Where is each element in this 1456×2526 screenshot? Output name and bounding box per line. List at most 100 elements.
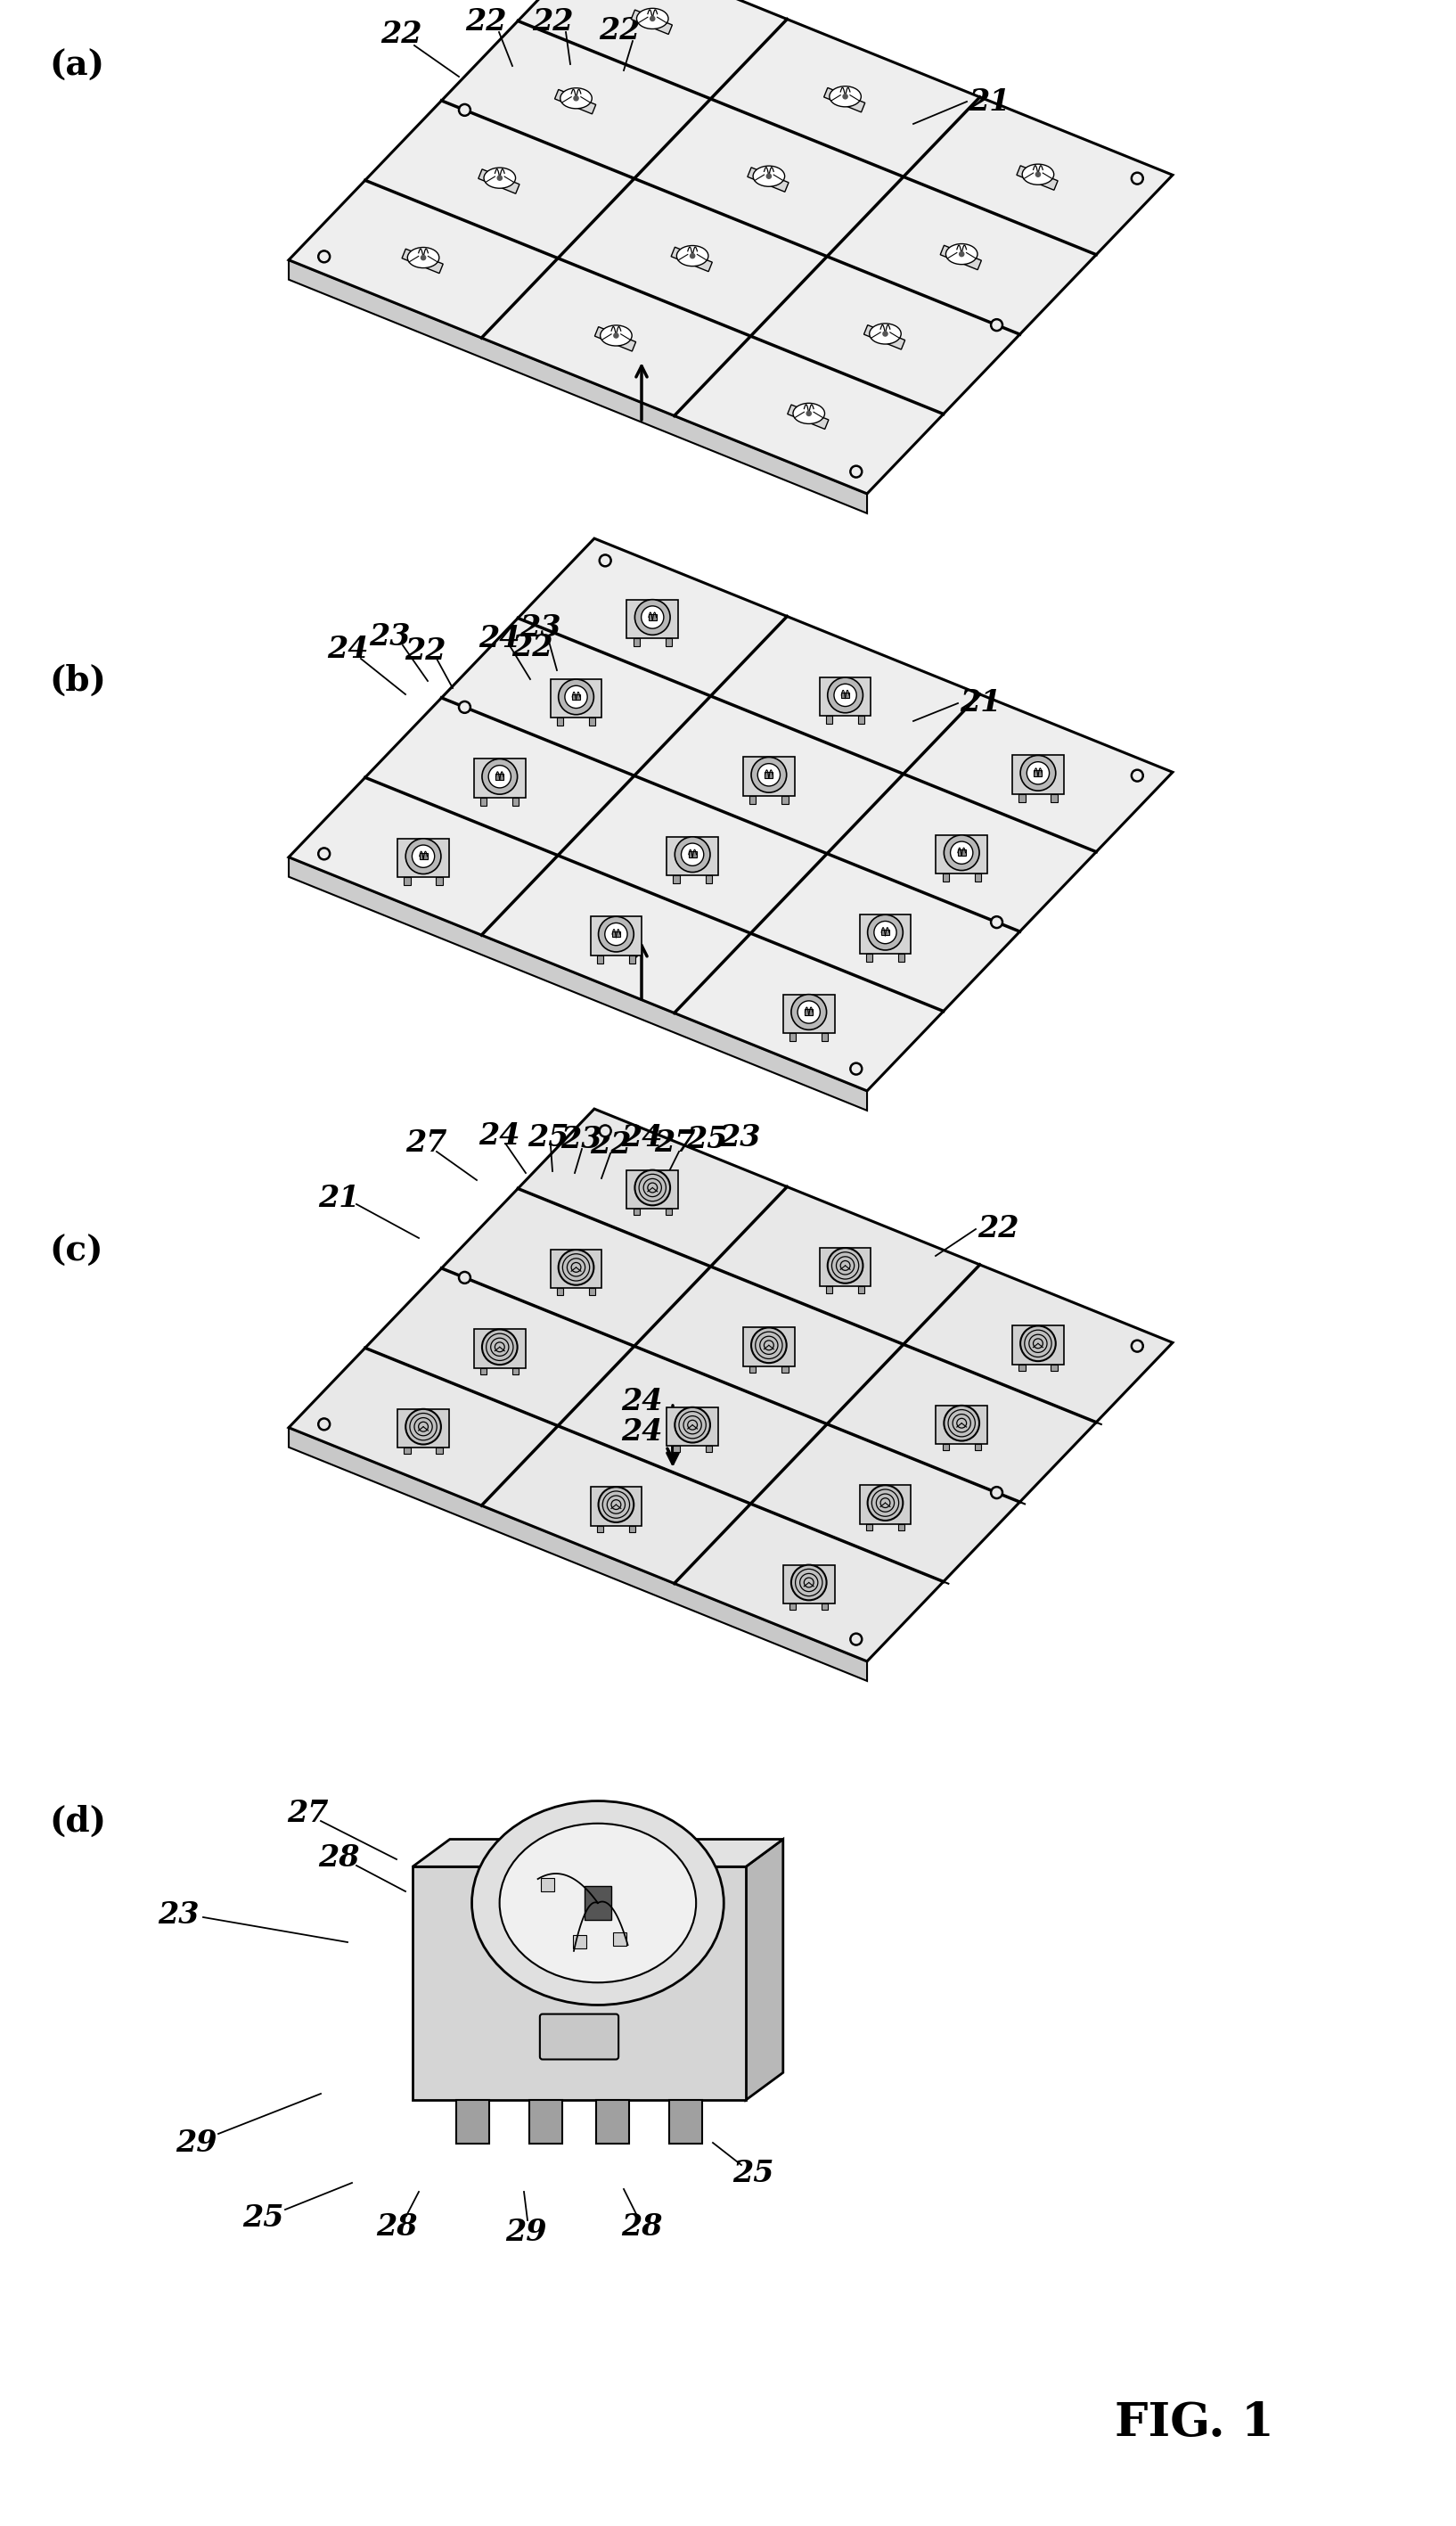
Circle shape <box>651 15 655 20</box>
Circle shape <box>852 1634 860 1644</box>
Circle shape <box>951 841 973 864</box>
Circle shape <box>320 849 328 859</box>
Circle shape <box>320 253 328 260</box>
Bar <box>821 1033 828 1041</box>
Circle shape <box>850 1063 862 1076</box>
Bar <box>789 1604 796 1609</box>
Polygon shape <box>863 326 906 349</box>
Text: 22: 22 <box>511 632 553 662</box>
Polygon shape <box>747 167 789 192</box>
Text: 25: 25 <box>686 1124 728 1154</box>
Bar <box>480 798 486 806</box>
Circle shape <box>798 1000 820 1023</box>
Text: (a): (a) <box>50 48 105 83</box>
Bar <box>633 1207 639 1215</box>
Polygon shape <box>743 1329 795 1367</box>
Polygon shape <box>743 758 795 796</box>
Circle shape <box>852 467 860 475</box>
Ellipse shape <box>408 248 440 268</box>
Polygon shape <box>288 1109 1172 1662</box>
Polygon shape <box>859 914 911 952</box>
Polygon shape <box>1012 755 1064 793</box>
Circle shape <box>598 553 612 566</box>
Polygon shape <box>412 1867 745 2099</box>
Bar <box>866 1523 872 1531</box>
Text: 25: 25 <box>527 1122 569 1152</box>
Bar <box>866 952 872 962</box>
Bar <box>782 796 788 803</box>
Circle shape <box>674 1407 711 1442</box>
Circle shape <box>791 995 827 1031</box>
Bar <box>597 955 603 962</box>
Text: (b): (b) <box>50 664 106 697</box>
Text: (d): (d) <box>50 1806 106 1839</box>
Polygon shape <box>820 1248 871 1286</box>
Circle shape <box>681 844 703 866</box>
Circle shape <box>565 685 587 707</box>
Polygon shape <box>397 1410 448 1447</box>
Circle shape <box>757 763 780 786</box>
Bar <box>898 1523 904 1531</box>
Circle shape <box>459 104 470 116</box>
Bar <box>689 851 696 856</box>
Polygon shape <box>550 1250 601 1288</box>
Circle shape <box>641 606 664 629</box>
Bar <box>789 1033 796 1041</box>
Circle shape <box>766 174 772 179</box>
Text: 24: 24 <box>326 634 368 664</box>
Polygon shape <box>402 250 443 273</box>
Circle shape <box>635 599 670 634</box>
Circle shape <box>852 1066 860 1074</box>
Polygon shape <box>1012 1326 1064 1364</box>
Circle shape <box>1026 763 1050 783</box>
Circle shape <box>460 106 469 114</box>
Circle shape <box>1131 770 1143 783</box>
Text: 23: 23 <box>561 1124 601 1154</box>
Bar <box>670 2099 702 2145</box>
Polygon shape <box>626 599 678 639</box>
Ellipse shape <box>472 1801 724 2006</box>
Text: 22: 22 <box>977 1215 1019 1243</box>
Bar <box>529 2099 562 2145</box>
Bar <box>556 1288 563 1296</box>
Polygon shape <box>824 88 865 111</box>
Bar <box>596 2099 629 2145</box>
Text: 21: 21 <box>968 86 1010 116</box>
Polygon shape <box>859 1485 911 1523</box>
Polygon shape <box>783 995 834 1033</box>
Circle shape <box>827 1248 863 1283</box>
Circle shape <box>868 1485 903 1521</box>
Circle shape <box>1133 174 1142 182</box>
Circle shape <box>460 702 469 712</box>
Circle shape <box>482 758 517 793</box>
Circle shape <box>807 412 811 417</box>
Circle shape <box>791 1564 827 1601</box>
Circle shape <box>498 177 502 179</box>
Text: 23: 23 <box>368 621 411 652</box>
Bar <box>495 773 504 781</box>
Polygon shape <box>590 917 642 955</box>
Text: 21: 21 <box>960 690 1000 717</box>
Bar <box>705 1445 712 1452</box>
Polygon shape <box>630 10 673 35</box>
Circle shape <box>690 253 695 258</box>
Circle shape <box>412 846 434 866</box>
Circle shape <box>834 685 856 707</box>
Text: 28: 28 <box>317 1844 360 1872</box>
Polygon shape <box>671 248 712 270</box>
Polygon shape <box>941 245 981 270</box>
Ellipse shape <box>483 167 515 189</box>
Bar <box>821 1604 828 1609</box>
Ellipse shape <box>753 167 785 187</box>
Circle shape <box>459 700 470 712</box>
Polygon shape <box>590 1488 642 1526</box>
Ellipse shape <box>499 1824 696 1983</box>
Text: 25: 25 <box>242 2203 284 2233</box>
Circle shape <box>317 1417 331 1430</box>
Bar <box>648 614 657 621</box>
Bar <box>782 1367 788 1372</box>
Bar <box>1019 1364 1025 1372</box>
Bar <box>898 952 904 962</box>
Circle shape <box>598 1488 633 1523</box>
Bar <box>513 798 518 806</box>
